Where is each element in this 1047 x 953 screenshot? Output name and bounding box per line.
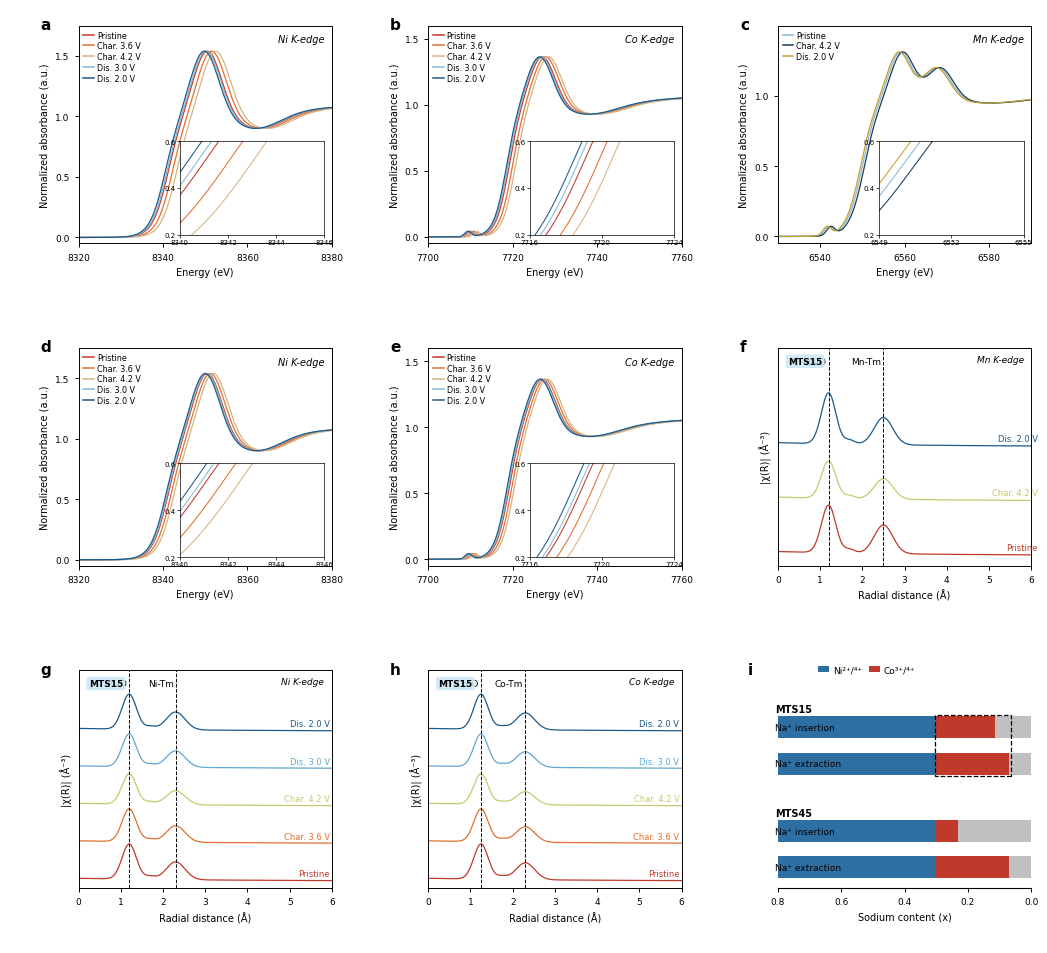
Text: Char. 4.2 V: Char. 4.2 V — [992, 489, 1038, 497]
Text: e: e — [391, 340, 401, 355]
Text: MTS45: MTS45 — [775, 808, 811, 818]
Text: Mn K-edge: Mn K-edge — [973, 35, 1024, 46]
Y-axis label: Normalized absorbance (a.u.): Normalized absorbance (a.u.) — [389, 63, 399, 208]
Text: h: h — [391, 662, 401, 677]
Text: Co-Tm: Co-Tm — [495, 679, 524, 688]
Legend: Pristine, Char. 3.6 V, Char. 4.2 V, Dis. 3.0 V, Dis. 2.0 V: Pristine, Char. 3.6 V, Char. 4.2 V, Dis.… — [432, 30, 491, 85]
Text: d: d — [41, 340, 51, 355]
Text: MTS15: MTS15 — [788, 357, 822, 366]
Legend: Pristine, Char. 3.6 V, Char. 4.2 V, Dis. 3.0 V, Dis. 2.0 V: Pristine, Char. 3.6 V, Char. 4.2 V, Dis.… — [83, 30, 141, 85]
Legend: Pristine, Char. 3.6 V, Char. 4.2 V, Dis. 3.0 V, Dis. 2.0 V: Pristine, Char. 3.6 V, Char. 4.2 V, Dis.… — [432, 353, 491, 406]
Bar — [778, 717, 936, 739]
Bar — [936, 753, 1009, 775]
Text: g: g — [41, 662, 51, 677]
Text: Co K-edge: Co K-edge — [625, 357, 674, 367]
X-axis label: Radial distance (Å): Radial distance (Å) — [509, 912, 601, 923]
Text: Co K-edge: Co K-edge — [625, 35, 674, 46]
Text: Mn K-edge: Mn K-edge — [977, 355, 1024, 364]
Text: Char. 3.6 V: Char. 3.6 V — [284, 832, 330, 841]
Text: f: f — [740, 340, 747, 355]
Text: Ni-Tm: Ni-Tm — [148, 679, 174, 688]
Y-axis label: Normalized absorbance (a.u.): Normalized absorbance (a.u.) — [389, 385, 399, 530]
Y-axis label: |χ(R)| (Å⁻³): |χ(R)| (Å⁻³) — [61, 753, 73, 806]
Bar — [958, 821, 1031, 842]
Y-axis label: Normalized absorbance (a.u.): Normalized absorbance (a.u.) — [40, 63, 49, 208]
Text: MTS15: MTS15 — [89, 679, 122, 688]
Bar — [936, 717, 995, 739]
Text: MTS15: MTS15 — [439, 679, 472, 688]
Text: Co-O: Co-O — [456, 679, 478, 688]
Text: Dis. 2.0 V: Dis. 2.0 V — [998, 435, 1038, 443]
X-axis label: Energy (eV): Energy (eV) — [876, 268, 933, 277]
Legend: Pristine, Char. 3.6 V, Char. 4.2 V, Dis. 3.0 V, Dis. 2.0 V: Pristine, Char. 3.6 V, Char. 4.2 V, Dis.… — [83, 353, 141, 406]
Text: Pristine: Pristine — [648, 869, 680, 879]
Text: Mn-O: Mn-O — [802, 357, 826, 366]
X-axis label: Energy (eV): Energy (eV) — [177, 590, 233, 599]
Text: Na⁺ insertion: Na⁺ insertion — [775, 723, 834, 732]
Text: c: c — [740, 18, 749, 33]
Text: Dis. 2.0 V: Dis. 2.0 V — [640, 720, 680, 729]
X-axis label: Sodium content (x): Sodium content (x) — [857, 912, 952, 922]
Legend: Ni²⁺/⁴⁺, Co³⁺/⁴⁺: Ni²⁺/⁴⁺, Co³⁺/⁴⁺ — [815, 662, 918, 679]
Bar — [936, 857, 1009, 879]
Text: Dis. 3.0 V: Dis. 3.0 V — [640, 757, 680, 766]
Bar — [778, 857, 936, 879]
Y-axis label: Normalized absorbance (a.u.): Normalized absorbance (a.u.) — [40, 385, 49, 530]
Text: Mn-Tm: Mn-Tm — [851, 357, 882, 366]
Bar — [1009, 753, 1031, 775]
Text: Char. 3.6 V: Char. 3.6 V — [633, 832, 680, 841]
Text: Na⁺ extraction: Na⁺ extraction — [775, 760, 841, 768]
X-axis label: Energy (eV): Energy (eV) — [177, 268, 233, 277]
Bar — [995, 717, 1031, 739]
Y-axis label: |χ(R)| (Å⁻³): |χ(R)| (Å⁻³) — [760, 431, 773, 484]
Text: Pristine: Pristine — [298, 869, 330, 879]
Bar — [778, 753, 936, 775]
Bar — [1009, 857, 1031, 879]
Text: Ni-O: Ni-O — [107, 679, 127, 688]
Text: Co K-edge: Co K-edge — [628, 678, 674, 686]
Text: Dis. 3.0 V: Dis. 3.0 V — [290, 757, 330, 766]
Text: Pristine: Pristine — [1006, 543, 1038, 552]
Text: Na⁺ extraction: Na⁺ extraction — [775, 863, 841, 872]
Bar — [936, 821, 958, 842]
Text: b: b — [391, 18, 401, 33]
Legend: Pristine, Char. 4.2 V, Dis. 2.0 V: Pristine, Char. 4.2 V, Dis. 2.0 V — [782, 30, 841, 63]
Y-axis label: Normalized absorbance (a.u.): Normalized absorbance (a.u.) — [739, 63, 749, 208]
Text: Dis. 2.0 V: Dis. 2.0 V — [290, 720, 330, 729]
Text: i: i — [748, 662, 753, 677]
X-axis label: Radial distance (Å): Radial distance (Å) — [859, 590, 951, 601]
Text: Char. 4.2 V: Char. 4.2 V — [284, 795, 330, 803]
X-axis label: Radial distance (Å): Radial distance (Å) — [159, 912, 251, 923]
Y-axis label: |χ(R)| (Å⁻³): |χ(R)| (Å⁻³) — [410, 753, 423, 806]
Text: MTS15: MTS15 — [775, 704, 811, 715]
Text: Char. 4.2 V: Char. 4.2 V — [633, 795, 680, 803]
Text: Ni K-edge: Ni K-edge — [277, 357, 325, 367]
X-axis label: Energy (eV): Energy (eV) — [527, 590, 583, 599]
X-axis label: Energy (eV): Energy (eV) — [527, 268, 583, 277]
Text: Ni K-edge: Ni K-edge — [277, 35, 325, 46]
Text: Na⁺ insertion: Na⁺ insertion — [775, 826, 834, 836]
Bar — [935, 715, 1010, 777]
Bar — [778, 821, 936, 842]
Text: a: a — [41, 18, 51, 33]
Text: Ni K-edge: Ni K-edge — [282, 678, 325, 686]
